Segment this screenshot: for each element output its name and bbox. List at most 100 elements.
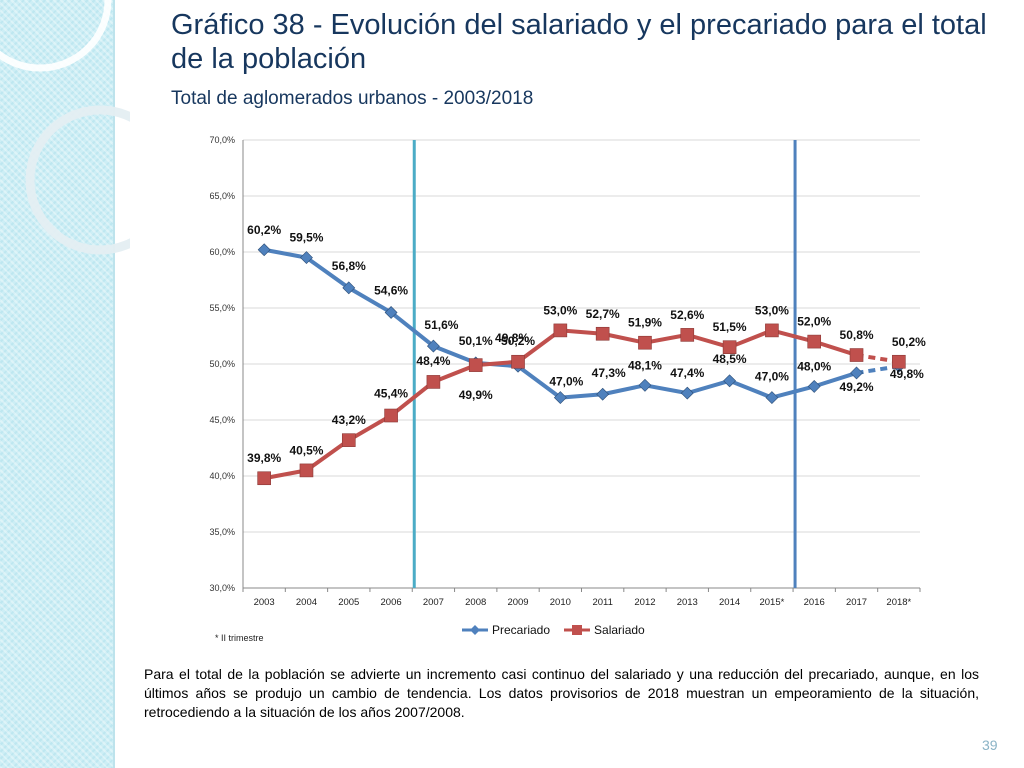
data-point-precariado: [426, 339, 440, 353]
data-label-precariado: 48,0%: [797, 359, 831, 373]
chart-legend: Precariado Salariado: [462, 623, 645, 637]
x-tick-label: 2006: [381, 597, 402, 608]
data-label-precariado: 47,0%: [755, 370, 789, 384]
x-tick-label: 2016: [804, 597, 825, 608]
legend-label-salariado: Salariado: [594, 623, 645, 637]
data-point-salariado: [257, 471, 271, 486]
decorative-arcs: [0, 0, 130, 255]
data-label-salariado: 52,0%: [797, 315, 831, 329]
data-point-precariado: [680, 386, 694, 400]
data-point-salariado: [680, 328, 695, 342]
series-line-salariado: [263, 328, 858, 481]
data-point-salariado: [765, 323, 779, 338]
data-point-precariado: [596, 387, 610, 401]
data-point-precariado: [807, 379, 821, 393]
data-label-precariado: 47,3%: [592, 366, 626, 380]
data-label-precariado: 48,1%: [628, 358, 662, 372]
data-label-precariado: 48,5%: [713, 352, 747, 366]
x-tick-label: 2005: [338, 597, 359, 608]
data-point-salariado: [511, 354, 525, 369]
x-tick-label: 2008: [465, 597, 486, 608]
body-paragraph: Para el total de la población se adviert…: [144, 666, 979, 720]
data-label-salariado: 50,2%: [892, 335, 926, 349]
x-tick-label: 2009: [507, 597, 528, 608]
data-label-salariado: 49,9%: [459, 388, 493, 402]
legend-precariado-swatch: [462, 625, 488, 635]
x-tick-label: 2014: [719, 597, 740, 608]
data-point-salariado: [722, 340, 737, 354]
data-label-precariado: 59,5%: [289, 231, 323, 245]
x-tick-label: 2012: [634, 597, 655, 608]
legend-label-precariado: Precariado: [492, 623, 551, 637]
line-chart: 30,0% 35,0% 40,0% 45,0% 50,0% 55,0% 60,0% 65,0%…: [209, 135, 926, 608]
slide-title: Gráfico 38 - Evolución del salariado y e…: [171, 9, 987, 75]
data-label-salariado: 40,5%: [289, 443, 323, 457]
y-tick-label: 30,0%: [209, 583, 235, 593]
data-point-salariado: [341, 433, 356, 447]
legend-item-salariado: Salariado: [564, 623, 645, 637]
x-tick-label: 2017: [846, 597, 867, 608]
x-tick-label: 2011: [592, 597, 612, 608]
data-label-salariado: 50,2%: [501, 334, 535, 348]
data-label-salariado: 43,2%: [332, 413, 366, 427]
x-tick-label: 2013: [677, 597, 698, 608]
data-label-salariado: 51,9%: [628, 316, 662, 330]
data-point-salariado: [807, 334, 822, 349]
data-point-precariado: [723, 374, 737, 388]
data-point-precariado: [765, 391, 779, 405]
data-point-salariado: [595, 326, 610, 341]
x-tick-label: 2007: [423, 597, 444, 608]
y-tick-label: 65,0%: [209, 191, 235, 201]
data-point-salariado: [468, 358, 483, 372]
data-point-salariado: [892, 354, 906, 369]
x-tick-label: 2010: [550, 597, 571, 608]
chart-footnote: * II trimestre: [215, 633, 264, 643]
data-label-precariado: 56,8%: [332, 259, 366, 273]
data-label-precariado: 47,4%: [670, 366, 704, 380]
slide-subtitle: Total de aglomerados urbanos - 2003/2018: [171, 88, 534, 109]
data-point-precariado: [638, 378, 652, 392]
y-tick-label: 70,0%: [209, 135, 235, 145]
data-point-salariado: [384, 408, 398, 423]
data-point-salariado: [299, 463, 314, 478]
x-tick-label: 2003: [254, 597, 275, 608]
data-point-precariado: [850, 366, 863, 380]
data-label-salariado: 53,0%: [755, 303, 789, 317]
data-label-salariado: 48,4%: [416, 354, 450, 368]
data-label-precariado: 49,8%: [890, 367, 924, 381]
data-point-precariado: [553, 391, 567, 405]
y-tick-label: 60,0%: [209, 247, 235, 257]
y-tick-label: 40,0%: [209, 471, 235, 481]
data-label-salariado: 52,7%: [586, 307, 620, 321]
y-tick-label: 45,0%: [209, 415, 235, 425]
x-tick-label: 2004: [296, 597, 317, 608]
data-label-precariado: 60,2%: [247, 223, 281, 237]
data-point-precariado: [300, 251, 313, 265]
data-label-salariado: 53,0%: [543, 303, 577, 317]
data-point-salariado: [426, 375, 441, 389]
data-point-precariado: [342, 281, 356, 295]
decorative-divider: [113, 0, 115, 768]
y-tick-label: 35,0%: [209, 527, 235, 537]
data-point-salariado: [849, 348, 864, 362]
x-tick-label: 2015*: [759, 597, 784, 608]
legend-item-precariado: Precariado: [462, 623, 550, 637]
data-label-precariado: 49,2%: [840, 380, 874, 394]
data-label-precariado: 51,6%: [424, 318, 458, 332]
x-tick-label: 2018*: [886, 597, 911, 608]
data-point-salariado: [638, 335, 652, 350]
page-number: 39: [982, 737, 998, 753]
y-tick-label: 55,0%: [209, 303, 235, 313]
data-label-salariado: 39,8%: [247, 451, 281, 465]
y-tick-label: 50,0%: [209, 359, 235, 369]
data-label-precariado: 47,0%: [549, 375, 583, 389]
data-label-salariado: 51,5%: [713, 320, 747, 334]
data-label-precariado: 50,1%: [459, 334, 493, 348]
legend-salariado-swatch: [564, 625, 591, 635]
data-label-salariado: 50,8%: [840, 328, 874, 342]
data-label-precariado: 54,6%: [374, 283, 408, 297]
data-label-salariado: 45,4%: [374, 387, 408, 401]
data-point-precariado: [257, 243, 271, 257]
data-label-salariado: 52,6%: [670, 308, 704, 322]
data-point-precariado: [384, 306, 398, 319]
